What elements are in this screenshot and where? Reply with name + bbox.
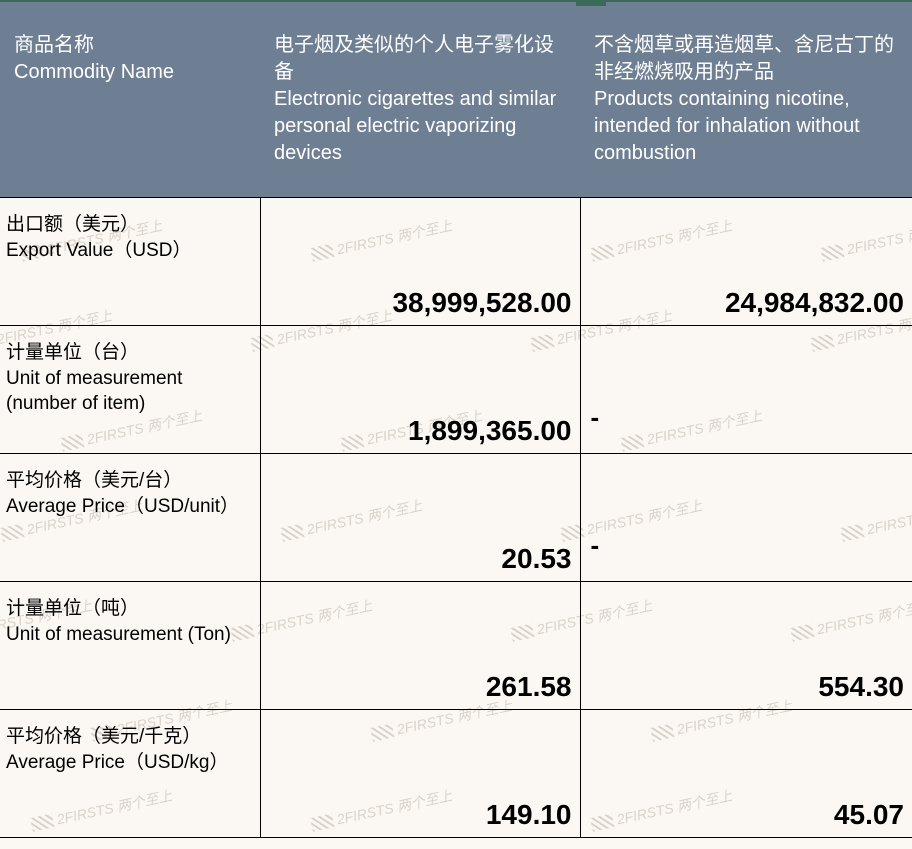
header-col3-cn: 不含烟草或再造烟草、含尼古丁的非经燃烧吸用的产品 xyxy=(594,34,894,83)
table-row: 出口额（美元） Export Value（USD） 38,999,528.00 24… xyxy=(0,198,912,326)
cell-value: 149.10 xyxy=(486,799,572,831)
row-label-en: Average Price（USD/kg） xyxy=(6,750,250,776)
commodity-table: 商品名称 Commodity Name 电子烟及类似的个人电子雾化设备 Elec… xyxy=(0,0,912,838)
value-cell-col3: 24,984,832.00 xyxy=(580,198,912,326)
row-label-cell: 平均价格（美元/千克）Average Price（USD/kg） xyxy=(0,710,260,838)
row-label-cell: 计量单位（台）Unit of measurement (number of it… xyxy=(0,326,260,454)
header-col2-cn: 电子烟及类似的个人电子雾化设备 xyxy=(274,34,554,83)
row-label-cn: 平均价格（美元/台） xyxy=(6,468,250,494)
cell-value: 38,999,528.00 xyxy=(392,287,571,319)
value-cell-col3: 45.07 xyxy=(580,710,912,838)
table-row: 平均价格（美元/千克）Average Price（USD/kg） 149.10 45… xyxy=(0,710,912,838)
header-col2-en: Electronic cigarettes and similar person… xyxy=(274,88,556,164)
row-label-cell: 计量单位（吨）Unit of measurement (Ton) xyxy=(0,582,260,710)
table-header-row: 商品名称 Commodity Name 电子烟及类似的个人电子雾化设备 Elec… xyxy=(0,1,912,198)
cell-value: 1,899,365.00 xyxy=(408,415,572,447)
header-commodity-name: 商品名称 Commodity Name xyxy=(0,1,260,198)
value-cell-col2: 38,999,528.00 xyxy=(260,198,580,326)
value-cell-col2: 1,899,365.00 xyxy=(260,326,580,454)
header-col1-en: Commodity Name xyxy=(14,61,174,83)
header-nicotine-products: 不含烟草或再造烟草、含尼古丁的非经燃烧吸用的产品 Products contai… xyxy=(580,1,912,198)
row-label-en: Average Price（USD/unit） xyxy=(6,494,250,520)
row-label: 计量单位（吨）Unit of measurement (Ton) xyxy=(0,582,260,647)
row-label: 计量单位（台）Unit of measurement (number of it… xyxy=(0,326,260,417)
row-label-cn: 计量单位（台） xyxy=(6,340,250,366)
cell-value: 20.53 xyxy=(501,543,571,575)
table-row: 平均价格（美元/台）Average Price（USD/unit） 20.53- xyxy=(0,454,912,582)
value-cell-col3: - xyxy=(580,326,912,454)
row-label-cell: 平均价格（美元/台）Average Price（USD/unit） xyxy=(0,454,260,582)
row-label: 平均价格（美元/台）Average Price（USD/unit） xyxy=(0,454,260,519)
row-label: 出口额（美元） Export Value（USD） xyxy=(0,198,260,263)
table-row: 计量单位（吨）Unit of measurement (Ton) 261.58 55… xyxy=(0,582,912,710)
table-row: 计量单位（台）Unit of measurement (number of it… xyxy=(0,326,912,454)
value-cell-col2: 149.10 xyxy=(260,710,580,838)
cell-value: 45.07 xyxy=(834,799,904,831)
header-col1-cn: 商品名称 xyxy=(14,34,94,56)
row-label-cn: 出口额（美元） xyxy=(6,212,250,238)
row-label-cn: 计量单位（吨） xyxy=(6,596,250,622)
cell-value: 24,984,832.00 xyxy=(725,287,904,319)
header-ecig-devices: 电子烟及类似的个人电子雾化设备 Electronic cigarettes an… xyxy=(260,1,580,198)
cell-value: 554.30 xyxy=(818,671,904,703)
row-label-en: Unit of measurement (Ton) xyxy=(6,622,250,648)
cell-value: 261.58 xyxy=(486,671,572,703)
value-cell-col3: - xyxy=(580,454,912,582)
value-cell-col2: 261.58 xyxy=(260,582,580,710)
value-cell-col2: 20.53 xyxy=(260,454,580,582)
table-body: 出口额（美元） Export Value（USD） 38,999,528.00 24… xyxy=(0,198,912,838)
cell-value: - xyxy=(591,402,600,433)
row-label-cell: 出口额（美元） Export Value（USD） xyxy=(0,198,260,326)
value-cell-col3: 554.30 xyxy=(580,582,912,710)
row-label-en: Export Value（USD） xyxy=(6,238,250,264)
row-label: 平均价格（美元/千克）Average Price（USD/kg） xyxy=(0,710,260,775)
row-label-cn: 平均价格（美元/千克） xyxy=(6,724,250,750)
top-accent-bar xyxy=(576,0,606,6)
header-col3-en: Products containing nicotine, intended f… xyxy=(594,88,860,164)
row-label-en: Unit of measurement (number of item) xyxy=(6,366,250,417)
cell-value: - xyxy=(591,530,600,561)
